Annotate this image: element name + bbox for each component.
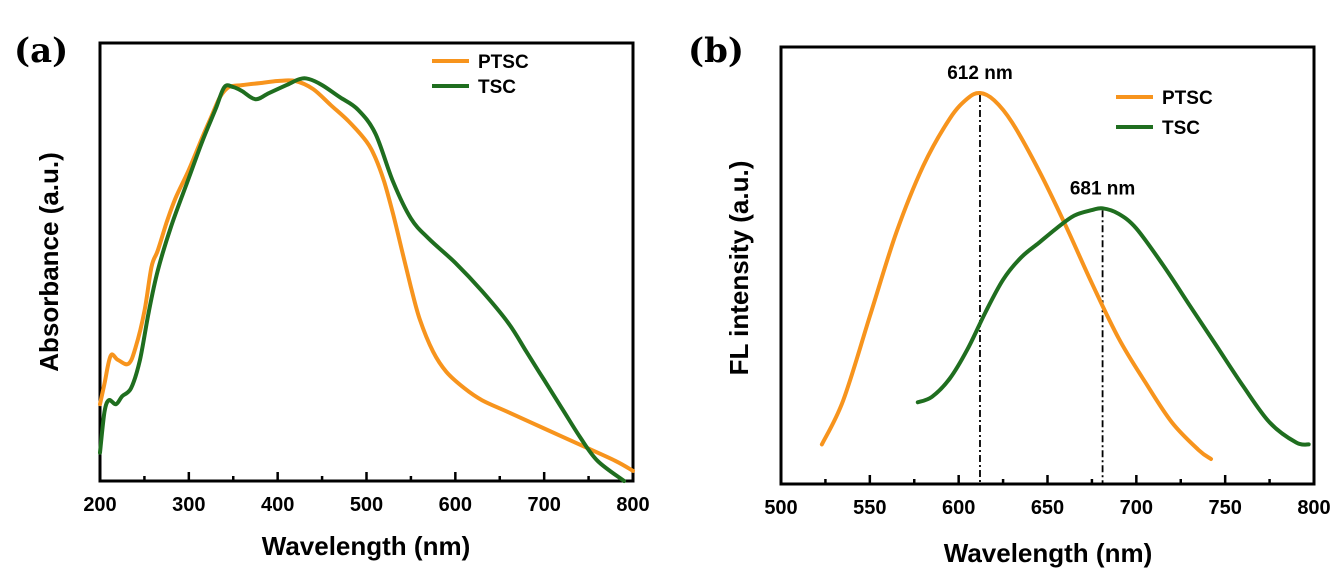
x-tick-label-a-500: 500 xyxy=(350,494,383,516)
panel-a-label: (a) xyxy=(14,31,68,71)
x-tick-label-a-800: 800 xyxy=(616,494,649,516)
panel-a: (a) 200 300 400 500 600 700 800 PTSC TSC Wavel… xyxy=(14,31,650,561)
panel-b-peak-labels: 612 nm 681 nm xyxy=(947,63,1135,199)
legend-label-ptsc-a: PTSC xyxy=(478,52,529,73)
x-tick-label-b-700: 700 xyxy=(1120,497,1153,519)
x-tick-label-a-400: 400 xyxy=(261,494,294,516)
panel-b-x-ticks: 500 550 600 650 700 750 800 xyxy=(764,475,1331,519)
panel-a-x-axis-title: Wavelength (nm) xyxy=(262,531,470,561)
legend-label-tsc-a: TSC xyxy=(478,77,516,98)
panel-a-x-ticks: 200 300 400 500 600 700 800 xyxy=(83,472,650,516)
panel-b-peak-lines xyxy=(979,95,1104,484)
legend-label-ptsc-b: PTSC xyxy=(1162,88,1213,109)
series-line-b-tsc xyxy=(915,206,1311,447)
panel-b-x-axis-title: Wavelength (nm) xyxy=(944,538,1152,568)
x-tick-label-b-600: 600 xyxy=(942,497,975,519)
x-tick-label-b-500: 500 xyxy=(764,497,797,519)
panel-b-frame xyxy=(779,45,1316,486)
x-tick-label-b-550: 550 xyxy=(853,497,886,519)
x-tick-label-b-750: 750 xyxy=(1208,497,1241,519)
panel-b: (b) 500 550 600 650 700 750 800 612 nm 681 nm P… xyxy=(688,31,1331,568)
x-tick-label-b-650: 650 xyxy=(1031,497,1064,519)
peak-label-0: 612 nm xyxy=(947,63,1012,84)
panel-b-y-axis-title: FL intensity (a.u.) xyxy=(724,161,754,376)
series-line-b-ptsc xyxy=(819,90,1213,461)
legend-label-tsc-b: TSC xyxy=(1162,118,1200,139)
peak-label-1: 681 nm xyxy=(1070,178,1135,199)
panel-a-y-axis-title: Absorbance (a.u.) xyxy=(34,152,64,372)
x-tick-label-a-600: 600 xyxy=(439,494,472,516)
panel-b-legend: PTSC TSC xyxy=(1116,88,1213,139)
panel-a-frame xyxy=(98,41,635,483)
series-line-a-tsc xyxy=(98,76,627,483)
panel-a-legend: PTSC TSC xyxy=(432,52,529,98)
x-tick-label-a-700: 700 xyxy=(527,494,560,516)
panel-a-series xyxy=(98,76,635,483)
x-tick-label-b-800: 800 xyxy=(1297,497,1330,519)
series-line-a-ptsc xyxy=(98,78,635,473)
panel-b-label: (b) xyxy=(688,31,744,71)
panel-b-series xyxy=(819,90,1311,461)
x-tick-label-a-200: 200 xyxy=(83,494,116,516)
x-tick-label-a-300: 300 xyxy=(172,494,205,516)
